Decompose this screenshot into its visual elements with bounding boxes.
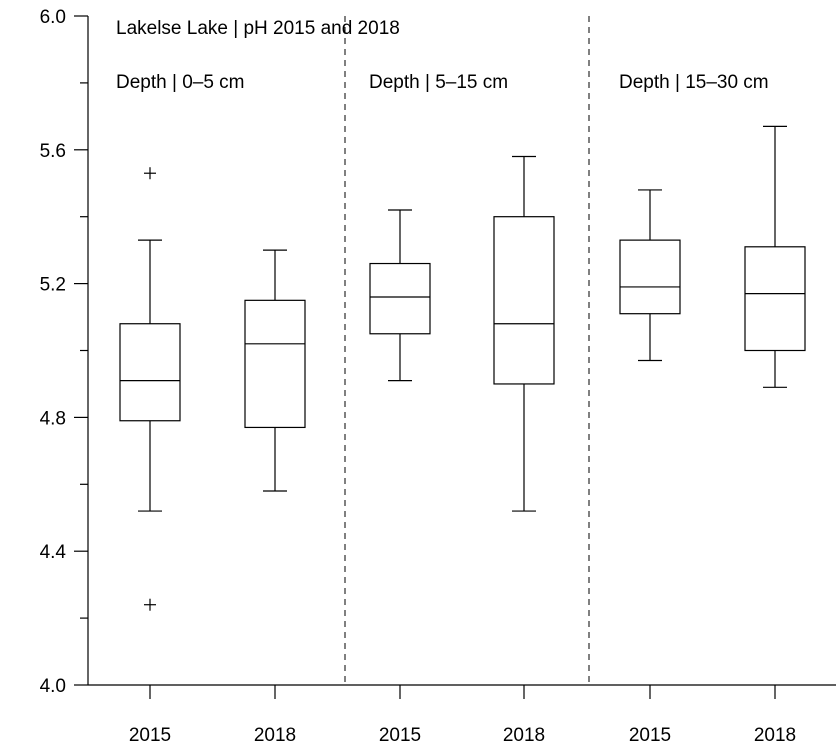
x-tick-label: 2018 [754, 725, 796, 746]
box-group [744, 125, 806, 388]
panel-label: Depth | 15–30 cm [619, 72, 769, 93]
box-iqr [744, 246, 806, 352]
box-iqr [119, 323, 181, 422]
box-group [244, 249, 306, 492]
axes-layer [74, 15, 836, 699]
y-tick-label: 4.4 [40, 542, 67, 563]
box-group [369, 209, 431, 382]
y-tick-label: 5.6 [40, 141, 66, 162]
y-tick-label: 4.0 [40, 676, 66, 697]
y-tick-label: 6.0 [40, 7, 66, 28]
box-iqr [369, 262, 431, 335]
box-iqr [493, 216, 555, 385]
x-tick-label: 2015 [629, 725, 671, 746]
panel-label: Depth | 0–5 cm [116, 72, 245, 93]
box-iqr [619, 239, 681, 315]
x-tick-label: 2018 [503, 725, 545, 746]
y-tick-label: 4.8 [40, 408, 66, 429]
x-tick-label: 2015 [129, 725, 171, 746]
x-tick-label: 2018 [254, 725, 296, 746]
chart-title: Lakelse Lake | pH 2015 and 2018 [116, 18, 400, 39]
y-tick-label: 5.2 [40, 275, 66, 296]
box-group [619, 189, 681, 362]
outlier-marker [144, 167, 156, 180]
marks-layer [119, 125, 806, 611]
box-iqr [244, 299, 306, 429]
text-layer: Lakelse Lake | pH 2015 and 2018 4.0 4.4 4.… [40, 7, 797, 746]
x-tick-label: 2015 [379, 725, 421, 746]
box-group [493, 155, 555, 512]
outlier-marker [144, 598, 156, 611]
panel-label: Depth | 5–15 cm [369, 72, 508, 93]
box-group [119, 167, 181, 611]
